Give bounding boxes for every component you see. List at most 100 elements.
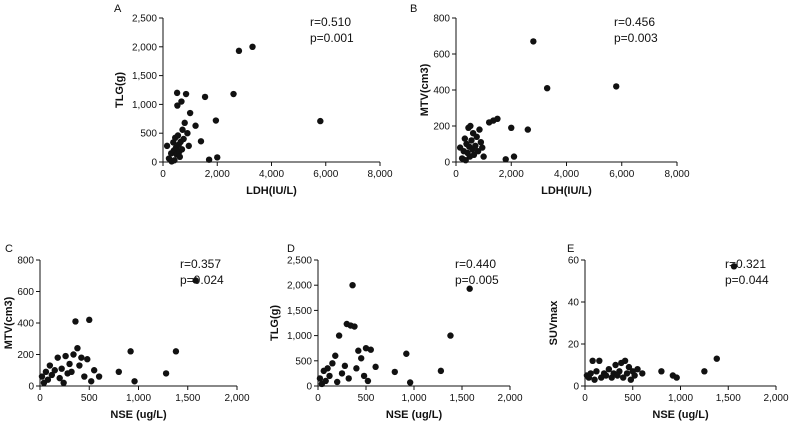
data-point bbox=[179, 126, 186, 133]
data-point bbox=[173, 89, 181, 97]
data-point bbox=[90, 367, 98, 374]
data-point bbox=[74, 345, 81, 352]
x-tick-label: 500 bbox=[624, 393, 641, 404]
data-point bbox=[508, 124, 515, 131]
y-tick-label: 200 bbox=[17, 350, 34, 361]
x-axis-title: LDH(IU/L) bbox=[541, 185, 592, 197]
data-point bbox=[316, 375, 324, 382]
x-tick-label: 500 bbox=[81, 393, 98, 404]
data-point bbox=[127, 348, 134, 355]
data-point bbox=[349, 282, 356, 289]
data-point bbox=[474, 148, 482, 155]
data-point bbox=[329, 360, 336, 367]
y-axis-title: MTV(cm3) bbox=[3, 296, 15, 349]
x-tick-label: 8,000 bbox=[367, 169, 392, 180]
data-point bbox=[468, 137, 475, 144]
data-point bbox=[713, 355, 720, 362]
data-point bbox=[730, 263, 738, 270]
data-point bbox=[86, 316, 93, 324]
y-tick-label: 600 bbox=[433, 50, 450, 61]
panel-letter: E bbox=[567, 243, 574, 255]
data-point bbox=[42, 368, 50, 376]
data-point bbox=[70, 351, 77, 358]
x-tick-label: 1,500 bbox=[175, 393, 200, 404]
data-point bbox=[625, 363, 633, 371]
data-point bbox=[174, 132, 182, 139]
y-tick-label: 40 bbox=[568, 298, 580, 309]
panel-letter: C bbox=[5, 243, 13, 255]
data-point bbox=[613, 83, 620, 90]
x-tick-label: 1,500 bbox=[449, 393, 474, 404]
data-point bbox=[447, 332, 454, 339]
data-point bbox=[46, 362, 54, 369]
data-point bbox=[338, 370, 346, 377]
data-point bbox=[364, 377, 372, 385]
x-axis-title: NSE (ug/L) bbox=[386, 409, 443, 421]
data-point bbox=[589, 357, 596, 364]
y-tick-label: 0 bbox=[444, 158, 450, 169]
data-point bbox=[362, 345, 370, 352]
data-point bbox=[322, 377, 329, 385]
y-tick-label: 400 bbox=[17, 319, 34, 330]
data-point bbox=[403, 350, 410, 357]
p-value-label: p=0.001 bbox=[310, 31, 354, 45]
data-point bbox=[406, 379, 414, 386]
data-point bbox=[51, 367, 58, 374]
data-point bbox=[634, 366, 641, 373]
p-value-label: p=0.024 bbox=[180, 273, 224, 287]
x-tick-label: 0 bbox=[37, 393, 43, 404]
data-point bbox=[587, 370, 594, 377]
y-axis-title: TLG(g) bbox=[269, 305, 281, 341]
data-point bbox=[616, 368, 623, 375]
data-point bbox=[131, 378, 138, 385]
panel-letter: B bbox=[410, 3, 417, 15]
x-tick-label: 1,500 bbox=[716, 393, 741, 404]
x-tick-label: 500 bbox=[358, 393, 375, 404]
data-point bbox=[178, 146, 186, 153]
scatter-panel-a: A 0 2,000 4,000 6,000 8,000 0 500 1,000 1,500 2,00… bbox=[114, 3, 393, 197]
data-point bbox=[360, 372, 368, 380]
data-point bbox=[249, 43, 256, 50]
data-point bbox=[605, 366, 613, 373]
x-tick-label: 1,000 bbox=[401, 393, 426, 404]
data-point bbox=[326, 372, 333, 380]
scatter-panel-b: B 0 2,000 4,000 6,000 8,000 0 200 400 600 800 LDH(I… bbox=[410, 3, 690, 197]
data-point bbox=[372, 363, 379, 371]
x-tick-label: 2,000 bbox=[205, 169, 230, 180]
data-point bbox=[205, 156, 213, 163]
correlation-r-label: r=0.321 bbox=[725, 257, 766, 271]
x-tick-label: 2,000 bbox=[224, 393, 249, 404]
y-tick-label: 20 bbox=[568, 340, 580, 351]
y-tick-label: 2,500 bbox=[132, 14, 157, 25]
data-point bbox=[627, 376, 635, 383]
data-point bbox=[351, 323, 358, 330]
y-tick-label: 1,500 bbox=[287, 306, 312, 317]
y-axis-title: TLG(g) bbox=[114, 72, 126, 108]
data-point bbox=[530, 38, 537, 45]
x-tick-label: 8,000 bbox=[664, 169, 689, 180]
data-point bbox=[181, 119, 188, 127]
data-point bbox=[467, 122, 474, 130]
data-point bbox=[171, 157, 178, 164]
data-point bbox=[78, 354, 85, 361]
p-value-label: p=0.005 bbox=[455, 273, 499, 287]
data-point bbox=[391, 368, 398, 376]
correlation-r-label: r=0.440 bbox=[455, 257, 496, 271]
data-point bbox=[56, 374, 63, 382]
data-point bbox=[494, 115, 501, 123]
data-point bbox=[214, 154, 221, 161]
data-point bbox=[593, 368, 600, 375]
data-point bbox=[174, 102, 181, 109]
y-tick-label: 500 bbox=[140, 129, 157, 140]
data-point bbox=[38, 373, 46, 380]
data-point bbox=[673, 374, 680, 381]
data-point bbox=[186, 109, 194, 117]
data-point bbox=[341, 362, 349, 370]
data-point bbox=[332, 352, 339, 359]
y-axis-title: SUVmax bbox=[548, 300, 560, 346]
data-point bbox=[163, 142, 171, 150]
y-tick-label: 200 bbox=[433, 122, 450, 133]
p-value-label: p=0.003 bbox=[614, 31, 658, 45]
y-tick-label: 60 bbox=[568, 256, 580, 267]
data-point bbox=[212, 117, 220, 124]
